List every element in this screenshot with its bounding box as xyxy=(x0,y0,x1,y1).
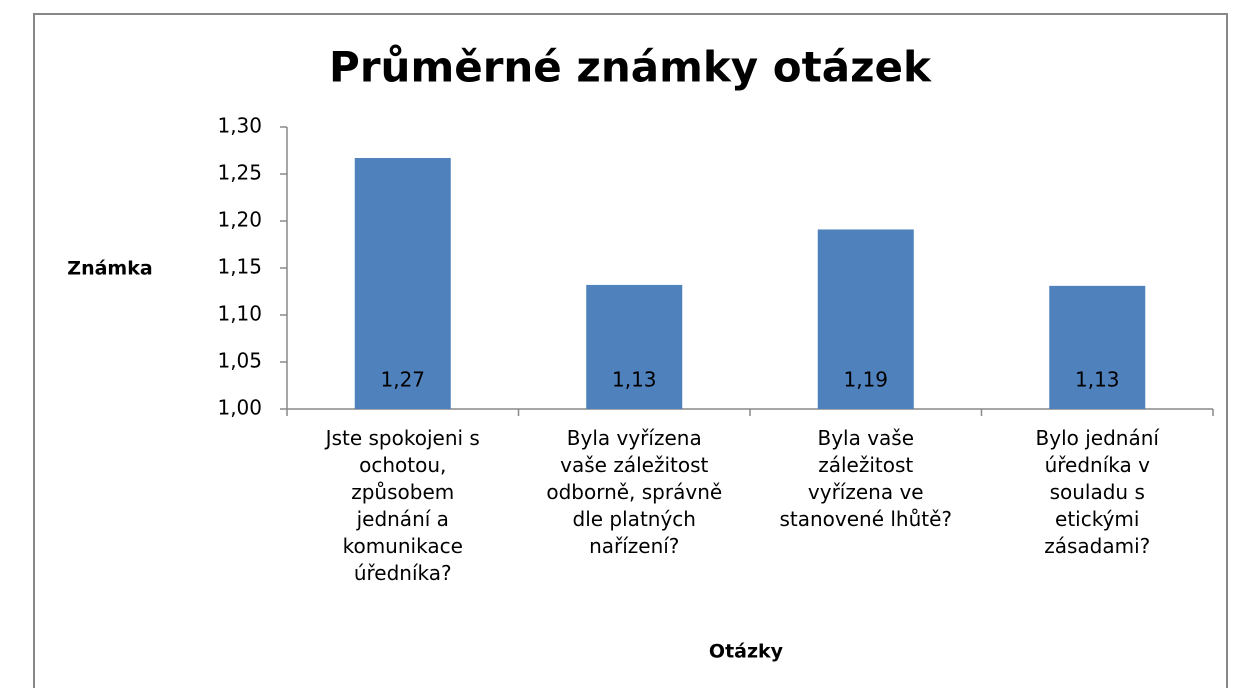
y-axis-label: Známka xyxy=(67,258,152,280)
data-label: 1,13 xyxy=(612,368,657,392)
bar xyxy=(817,229,914,409)
x-axis-label: Otázky xyxy=(709,641,784,663)
data-label: 1,13 xyxy=(1075,368,1120,392)
bar xyxy=(354,158,451,409)
y-tick-label: 1,10 xyxy=(217,302,262,326)
x-tick-label-box: Bylo jednání úředníka v souladu s etický… xyxy=(1035,426,1159,558)
y-tick-label: 1,30 xyxy=(217,114,262,138)
bar xyxy=(586,284,683,409)
x-tick-label: Byla vyřízena vaše záležitost odborně, s… xyxy=(546,426,723,558)
chart-title: Průměrné známky otázek xyxy=(329,43,932,92)
y-tick-label: 1,20 xyxy=(217,208,262,232)
y-tick-label: 1,05 xyxy=(217,349,262,373)
data-label: 1,19 xyxy=(843,368,888,392)
y-tick-label: 1,25 xyxy=(217,161,262,185)
x-tick-label-box: Byla vyřízena vaše záležitost odborně, s… xyxy=(546,426,723,558)
x-tick-label-box: Byla vaše záležitost vyřízena ve stanove… xyxy=(779,426,953,531)
y-tick-label: 1,15 xyxy=(217,255,262,279)
bar xyxy=(1049,285,1146,409)
x-tick-label: Bylo jednání úředníka v souladu s etický… xyxy=(1035,426,1159,558)
x-tick-label: Jste spokojeni s ochotou, způsobem jedná… xyxy=(325,426,480,585)
data-label: 1,27 xyxy=(380,368,425,392)
y-tick-label: 1,00 xyxy=(217,396,262,420)
x-tick-label-box: Jste spokojeni s ochotou, způsobem jedná… xyxy=(325,426,480,585)
x-tick-label: Byla vaše záležitost vyřízena ve stanove… xyxy=(779,426,953,531)
